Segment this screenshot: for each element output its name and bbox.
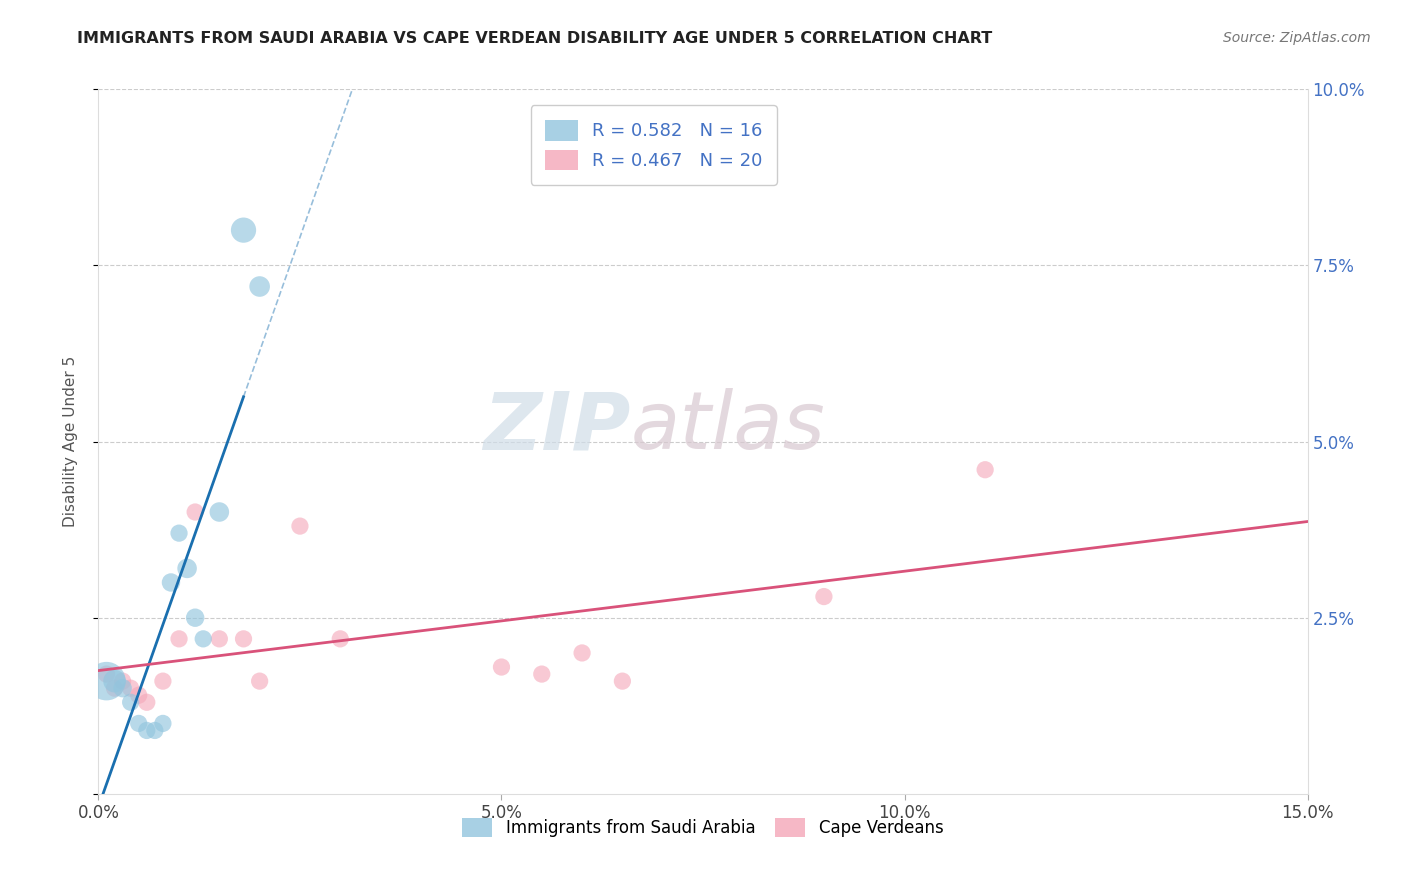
Point xyxy=(103,681,125,696)
Point xyxy=(120,681,142,696)
Point xyxy=(96,667,118,681)
Text: ZIP: ZIP xyxy=(484,388,630,467)
Point xyxy=(128,716,150,731)
Point xyxy=(329,632,352,646)
Point xyxy=(167,632,190,646)
Point xyxy=(111,681,134,696)
Point xyxy=(184,610,207,624)
Text: atlas: atlas xyxy=(630,388,825,467)
Text: Source: ZipAtlas.com: Source: ZipAtlas.com xyxy=(1223,31,1371,45)
Y-axis label: Disability Age Under 5: Disability Age Under 5 xyxy=(63,356,77,527)
Point xyxy=(208,632,231,646)
Point xyxy=(193,632,215,646)
Text: IMMIGRANTS FROM SAUDI ARABIA VS CAPE VERDEAN DISABILITY AGE UNDER 5 CORRELATION : IMMIGRANTS FROM SAUDI ARABIA VS CAPE VER… xyxy=(77,31,993,46)
Point xyxy=(813,590,835,604)
Point xyxy=(128,688,150,702)
Point xyxy=(232,632,254,646)
Point xyxy=(249,279,271,293)
Legend: Immigrants from Saudi Arabia, Cape Verdeans: Immigrants from Saudi Arabia, Cape Verde… xyxy=(454,810,952,846)
Point xyxy=(120,695,142,709)
Point xyxy=(111,674,134,689)
Point xyxy=(103,674,125,689)
Point xyxy=(612,674,634,689)
Point xyxy=(176,561,198,575)
Point xyxy=(491,660,513,674)
Point xyxy=(530,667,553,681)
Point xyxy=(167,526,190,541)
Point xyxy=(135,723,157,738)
Point xyxy=(135,695,157,709)
Point xyxy=(184,505,207,519)
Point xyxy=(152,674,174,689)
Point xyxy=(96,674,118,689)
Point xyxy=(249,674,271,689)
Point xyxy=(143,723,166,738)
Point xyxy=(571,646,593,660)
Point xyxy=(208,505,231,519)
Point xyxy=(160,575,183,590)
Point xyxy=(974,463,997,477)
Point xyxy=(288,519,311,533)
Point xyxy=(232,223,254,237)
Point xyxy=(152,716,174,731)
